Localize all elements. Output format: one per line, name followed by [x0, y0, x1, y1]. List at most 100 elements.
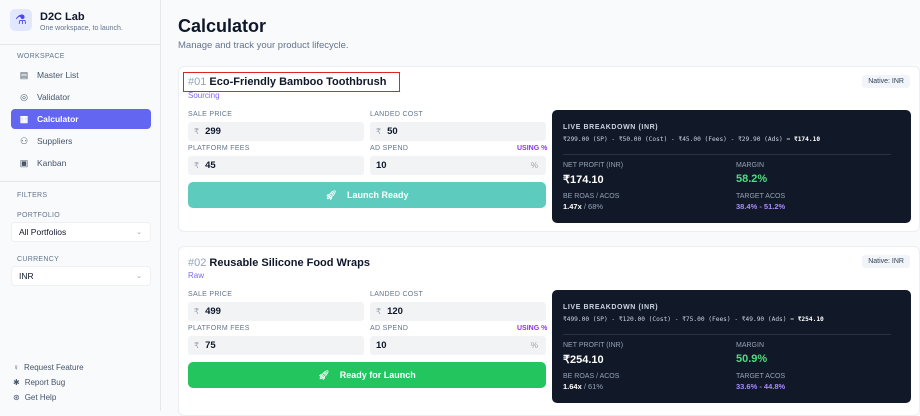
filters-label: FILTERS	[17, 192, 48, 199]
value: 120	[387, 306, 403, 317]
be-roas-value: 1.64x / 61%	[563, 382, 603, 391]
product-number: #01	[188, 76, 207, 88]
ad-spend-input[interactable]: 10%	[370, 156, 546, 175]
report-bug-link[interactable]: ✱ Report Bug	[13, 378, 65, 387]
rupee-icon: ₹	[194, 161, 200, 170]
portfolio-select[interactable]: All Portfolios ⌄	[11, 222, 151, 242]
rupee-icon: ₹	[194, 127, 200, 136]
request-feature-link[interactable]: ♀ Request Feature	[13, 363, 84, 372]
sale-price-input[interactable]: ₹299	[188, 122, 364, 141]
sidebar-item-kanban[interactable]: ▣ Kanban	[11, 153, 151, 173]
roas: 1.47x	[563, 202, 582, 211]
bug-icon: ✱	[13, 378, 20, 387]
product-card: #02 Reusable Silicone Food Wraps Raw Nat…	[178, 246, 920, 416]
margin-label: MARGIN	[736, 162, 764, 169]
target-acos-label: TARGET ACOS	[736, 373, 786, 380]
footer-label: Get Help	[24, 393, 57, 402]
rupee-icon: ₹	[194, 341, 200, 350]
landed-cost-label: LANDED COST	[370, 291, 424, 298]
be-roas-label: BE ROAS / ACOS	[563, 373, 620, 380]
product-name: Reusable Silicone Food Wraps	[209, 257, 370, 269]
sale-price-input[interactable]: ₹499	[188, 302, 364, 321]
workspace-label: WORKSPACE	[17, 53, 65, 60]
target-acos-label: TARGET ACOS	[736, 193, 786, 200]
footer-label: Report Bug	[24, 378, 66, 387]
footer-label: Request Feature	[24, 363, 84, 372]
value: 299	[205, 126, 221, 137]
value: 10	[376, 340, 387, 351]
breakdown-formula: ₹299.00 (SP) - ₹50.00 (Cost) - ₹45.00 (F…	[563, 136, 820, 143]
live-breakdown-panel: LIVE BREAKDOWN (INR) ₹499.00 (SP) - ₹120…	[552, 290, 911, 403]
divider	[0, 44, 160, 45]
using-percent-toggle[interactable]: USING %	[517, 145, 548, 152]
help-icon: ⊛	[13, 393, 20, 402]
acos: / 61%	[581, 382, 604, 391]
clipboard-icon: ▤	[19, 69, 29, 80]
net-profit-label: NET PROFIT (INR)	[563, 162, 624, 169]
portfolio-label: PORTFOLIO	[17, 212, 61, 219]
sidebar-item-validator[interactable]: ◎ Validator	[11, 87, 151, 107]
brand-name: D2C Lab	[40, 11, 85, 23]
net-profit-value: ₹174.10	[563, 174, 604, 186]
rupee-icon: ₹	[376, 127, 382, 136]
brand-tagline: One workspace, to launch.	[40, 25, 123, 32]
flask-icon: ⚗	[10, 9, 32, 31]
percent-icon: %	[530, 161, 538, 170]
platform-fees-input[interactable]: ₹75	[188, 336, 364, 355]
sidebar-item-suppliers[interactable]: ⚇ Suppliers	[11, 131, 151, 151]
lightbulb-icon: ♀	[13, 363, 19, 372]
formula: ₹499.00 (SP) - ₹120.00 (Cost) - ₹75.00 (…	[563, 316, 798, 323]
page-subtitle: Manage and track your product lifecycle.	[178, 40, 349, 51]
breakdown-heading: LIVE BREAKDOWN (INR)	[563, 304, 659, 311]
product-title: #02 Reusable Silicone Food Wraps	[188, 257, 370, 269]
currency-value: INR	[19, 271, 34, 281]
get-help-link[interactable]: ⊛ Get Help	[13, 393, 56, 402]
sidebar-item-label: Kanban	[37, 158, 67, 168]
platform-fees-input[interactable]: ₹45	[188, 156, 364, 175]
margin-value: 58.2%	[736, 173, 768, 185]
rupee-icon: ₹	[376, 307, 382, 316]
value: 50	[387, 126, 398, 137]
status-badge: Sourcing	[188, 91, 220, 100]
currency-label: CURRENCY	[17, 256, 60, 263]
acos: / 68%	[581, 202, 604, 211]
native-currency-badge: Native: INR	[862, 255, 910, 268]
formula-result: ₹174.10	[793, 136, 821, 143]
product-name: Eco-Friendly Bamboo Toothbrush	[209, 76, 387, 88]
chevron-down-icon: ⌄	[136, 273, 142, 280]
button-label: Launch Ready	[346, 190, 409, 200]
landed-cost-input[interactable]: ₹120	[370, 302, 546, 321]
currency-select[interactable]: INR ⌄	[11, 266, 151, 286]
formula-result: ₹254.10	[797, 316, 824, 323]
sidebar-item-label: Master List	[37, 70, 79, 80]
formula: ₹299.00 (SP) - ₹50.00 (Cost) - ₹45.00 (F…	[563, 136, 794, 143]
platform-fees-label: PLATFORM FEES	[188, 145, 250, 152]
sidebar-item-master-list[interactable]: ▤ Master List	[11, 65, 151, 85]
using-percent-toggle[interactable]: USING %	[517, 325, 548, 332]
ad-spend-input[interactable]: 10%	[370, 336, 546, 355]
sidebar: ⚗ D2C Lab One workspace, to launch. WORK…	[0, 0, 161, 411]
rupee-icon: ₹	[194, 307, 200, 316]
button-label: Ready for Launch	[339, 370, 416, 380]
ready-for-launch-button[interactable]: 🚀︎ Ready for Launch	[188, 362, 546, 388]
breakdown-formula: ₹499.00 (SP) - ₹120.00 (Cost) - ₹75.00 (…	[563, 316, 824, 323]
launch-ready-button[interactable]: 🚀︎ Launch Ready	[188, 182, 546, 208]
ad-spend-label: AD SPEND	[370, 145, 409, 152]
calculator-icon: ▦	[19, 113, 29, 124]
value: 75	[205, 340, 216, 351]
highlight-box	[183, 72, 400, 92]
product-card: #01 Eco-Friendly Bamboo Toothbrush Sourc…	[178, 66, 920, 232]
sale-price-label: SALE PRICE	[188, 291, 233, 298]
chevron-down-icon: ⌄	[136, 229, 142, 236]
portfolio-value: All Portfolios	[19, 227, 67, 237]
landed-cost-input[interactable]: ₹50	[370, 122, 546, 141]
divider	[563, 334, 891, 335]
divider	[563, 154, 891, 155]
live-breakdown-panel: LIVE BREAKDOWN (INR) ₹299.00 (SP) - ₹50.…	[552, 110, 911, 223]
percent-icon: %	[530, 341, 538, 350]
rocket-icon: 🚀︎	[325, 189, 337, 200]
product-number: #02	[188, 257, 207, 269]
sidebar-item-label: Calculator	[37, 114, 79, 124]
sidebar-item-calculator[interactable]: ▦ Calculator	[11, 109, 151, 129]
sidebar-item-label: Suppliers	[37, 136, 73, 146]
